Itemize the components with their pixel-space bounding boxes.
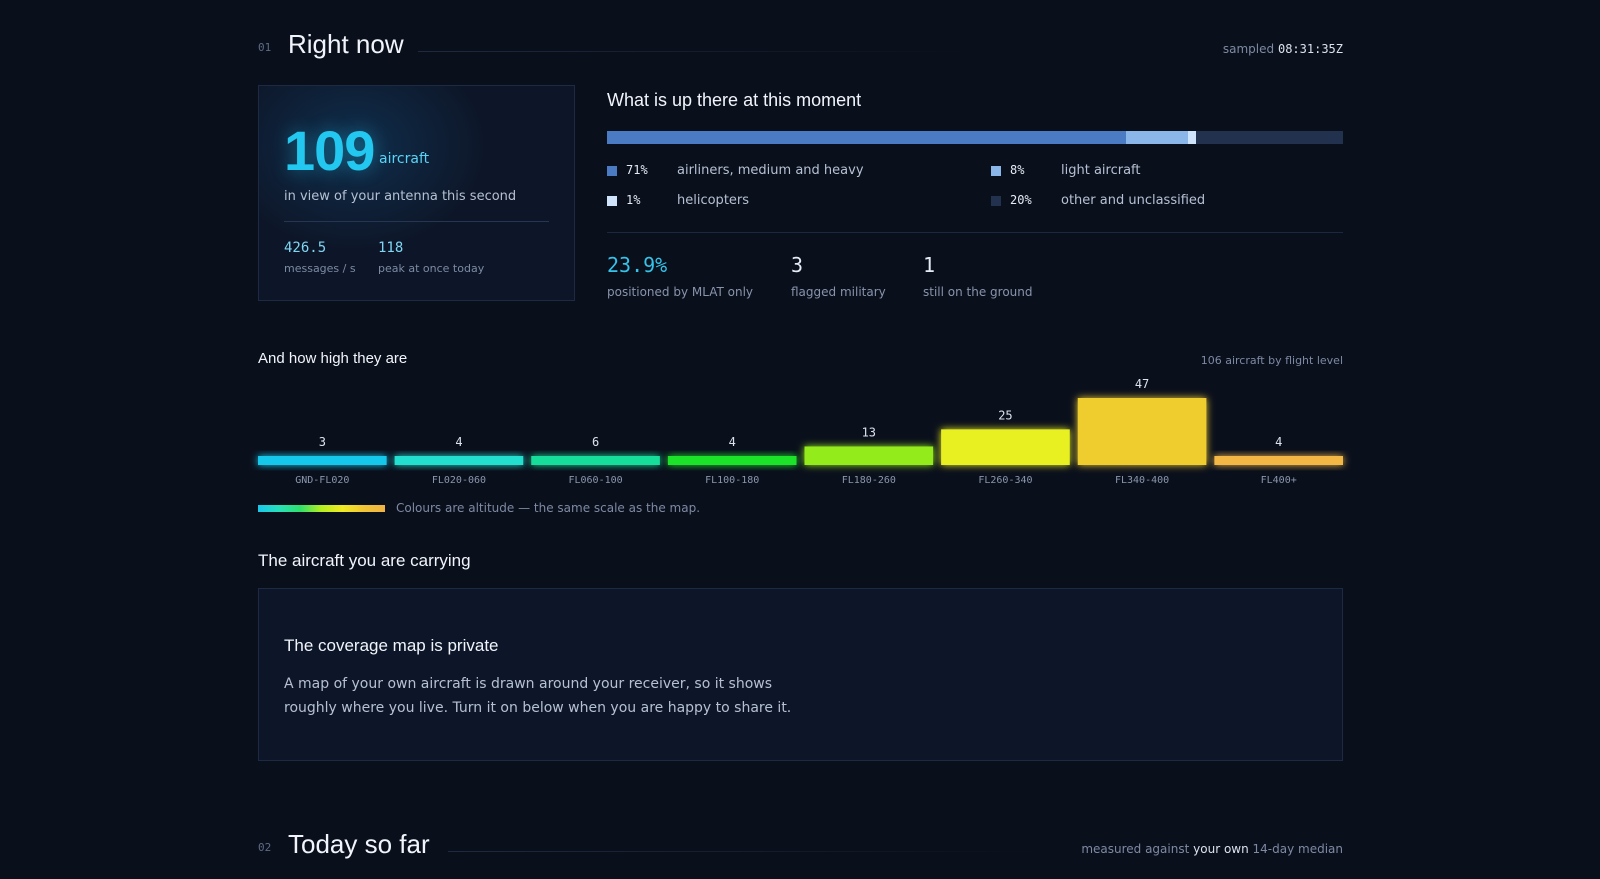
- carrying-title: The aircraft you are carrying: [258, 551, 471, 570]
- aircraft-count: 109: [284, 119, 375, 182]
- legend-label: light aircraft: [1061, 163, 1141, 178]
- legend-swatch: [607, 166, 617, 176]
- sampled-timestamp: sampled 08:31:35Z: [1222, 42, 1343, 56]
- private-card-title: The coverage map is private: [284, 636, 499, 655]
- kpi-label: flagged military: [791, 285, 886, 299]
- section-header-today: 02 Today so far measured against your ow…: [258, 822, 1343, 862]
- section-header-right-now: 01 Right now sampled 08:31:35Z: [258, 22, 1343, 62]
- sample-time: 08:31:35Z: [1277, 42, 1343, 56]
- legend-swatch: [991, 196, 1001, 206]
- peak-today-stat: 118 peak at once today: [378, 240, 484, 275]
- section-title: Right now: [288, 29, 404, 59]
- stat-value: 118: [378, 240, 404, 256]
- legend-swatch: [991, 166, 1001, 176]
- segment-light-aircraft: [1125, 131, 1189, 144]
- altitude-bar: [667, 456, 797, 465]
- composition-title: What is up there at this moment: [607, 90, 862, 110]
- messages-per-second-stat: 426.5 messages / s: [284, 240, 356, 275]
- median-comparison-note: measured against your own 14-day median: [1081, 842, 1343, 856]
- composition-divider: [607, 232, 1343, 233]
- altitude-bar: [394, 456, 524, 465]
- altitude-bar: [941, 429, 1070, 465]
- altitude-bar-value: 25: [998, 408, 1012, 422]
- legend-swatch: [607, 196, 617, 206]
- altitude-color-scale: [258, 505, 385, 512]
- legend-percent: 71%: [626, 163, 648, 177]
- altitude-bar: [1214, 456, 1343, 465]
- altitude-bar-chart: 3 GND-FL020 4 FL020-060 6 FL060-100 4 FL100-180…: [258, 377, 1343, 486]
- stat-value: 426.5: [284, 240, 327, 256]
- kpi-value: 23.9%: [607, 253, 668, 277]
- altitude-bar: [804, 446, 934, 465]
- section-number: 01: [258, 41, 272, 54]
- stat-label: peak at once today: [378, 262, 485, 275]
- altitude-meta: 106 aircraft by flight level: [1200, 354, 1343, 367]
- legend-percent: 1%: [626, 193, 641, 207]
- altitude-bar: [1077, 398, 1207, 465]
- kpi-on-ground: 1 still on the ground: [923, 253, 1033, 299]
- altitude-bar-value: 13: [862, 425, 876, 439]
- altitude-bar-value: 4: [455, 435, 462, 449]
- altitude-bar-value: 4: [729, 435, 736, 449]
- altitude-bar-label: FL100-180: [705, 475, 759, 486]
- altitude-title: And how high they are: [258, 350, 408, 367]
- altitude-bar-label: FL180-260: [842, 475, 896, 486]
- altitude-bar-value: 3: [319, 435, 326, 449]
- kpi-value: 3: [791, 253, 804, 277]
- segment-helicopters: [1188, 131, 1196, 144]
- altitude-bar-label: FL260-340: [978, 475, 1032, 486]
- segment-airliners: [607, 131, 1126, 144]
- altitude-bar-label: FL400+: [1261, 475, 1297, 486]
- kpi-military: 3 flagged military: [791, 253, 886, 299]
- altitude-bar-label: FL340-400: [1115, 475, 1169, 486]
- altitude-bar-value: 6: [592, 435, 599, 449]
- legend-label: airliners, medium and heavy: [677, 163, 864, 178]
- segment-other: [1195, 131, 1343, 144]
- altitude-bar-label: FL020-060: [432, 475, 486, 486]
- altitude-bar-label: FL060-100: [568, 475, 622, 486]
- coverage-map-private-card: The coverage map is private A map of you…: [258, 588, 1343, 761]
- composition-stacked-bar: [607, 131, 1343, 144]
- altitude-bar: [258, 456, 387, 465]
- kpi-value: 1: [923, 253, 936, 277]
- section-number: 02: [258, 841, 272, 854]
- private-card-text: A map of your own aircraft is drawn arou…: [284, 676, 792, 716]
- legend-percent: 20%: [1010, 193, 1032, 207]
- section-title: Today so far: [288, 829, 430, 859]
- card-divider: [284, 221, 549, 222]
- section-divider: [448, 851, 1038, 852]
- aircraft-count-card: 109 aircraft in view of your antenna thi…: [258, 85, 575, 301]
- aircraft-count-caption: in view of your antenna this second: [284, 189, 517, 204]
- kpi-label: still on the ground: [923, 285, 1033, 299]
- kpi-label: positioned by MLAT only: [607, 285, 753, 299]
- legend-label: other and unclassified: [1061, 193, 1206, 208]
- legend-percent: 8%: [1010, 163, 1025, 177]
- altitude-bar: [531, 456, 660, 465]
- altitude-color-scale-caption: Colours are altitude — the same scale as…: [396, 501, 701, 515]
- altitude-bar-value: 4: [1275, 435, 1282, 449]
- stat-label: messages / s: [284, 262, 356, 275]
- altitude-bar-label: GND-FL020: [295, 475, 349, 486]
- aircraft-count-unit: aircraft: [379, 151, 430, 167]
- section-divider: [418, 51, 968, 52]
- kpi-mlat: 23.9% positioned by MLAT only: [607, 253, 753, 299]
- legend-label: helicopters: [677, 193, 750, 208]
- altitude-bar-value: 47: [1135, 377, 1149, 391]
